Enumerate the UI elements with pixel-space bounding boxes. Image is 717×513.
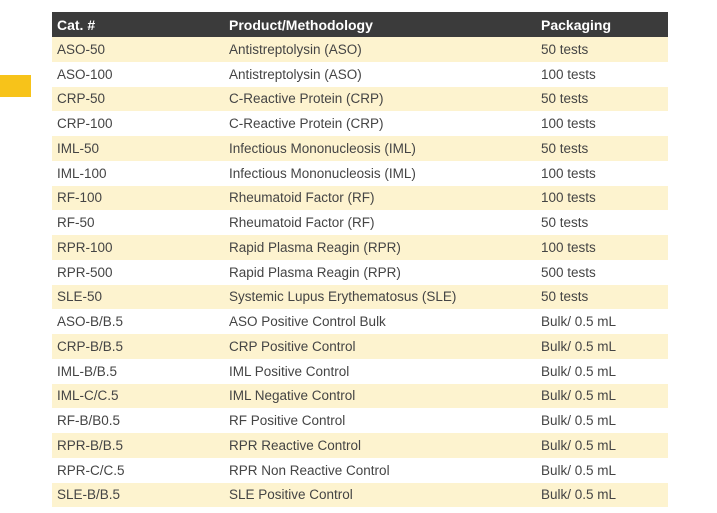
cell-cat: ASO-50	[52, 37, 224, 62]
cell-packaging: 50 tests	[536, 284, 668, 310]
cell-packaging: Bulk/ 0.5 mL	[536, 383, 668, 409]
cell-packaging: 50 tests	[536, 86, 668, 112]
cell-product: Infectious Mononucleosis (IML)	[224, 136, 536, 161]
cell-product: Antistreptolysin (ASO)	[224, 37, 536, 62]
table-row: RPR-C/C.5 RPR Non Reactive Control Bulk/ 0…	[52, 457, 668, 483]
cell-product: Rapid Plasma Reagin (RPR)	[224, 259, 536, 285]
cell-product: CRP Positive Control	[224, 334, 536, 359]
cell-packaging: 50 tests	[536, 37, 668, 62]
header-packaging: Packaging	[536, 12, 668, 37]
cell-product: Rapid Plasma Reagin (RPR)	[224, 235, 536, 260]
cell-product: Systemic Lupus Erythematosus (SLE)	[224, 284, 536, 310]
cell-cat: RPR-500	[52, 259, 224, 285]
table-row: RF-B/B0.5 RF Positive Control Bulk/ 0.5 mL	[52, 408, 668, 433]
table-row: CRP-100 C-Reactive Protein (CRP) 100 tests	[52, 111, 668, 136]
cell-product: ASO Positive Control Bulk	[224, 309, 536, 334]
cell-cat: RPR-B/B.5	[52, 433, 224, 458]
cell-packaging: Bulk/ 0.5 mL	[536, 457, 668, 483]
cell-cat: RPR-C/C.5	[52, 457, 224, 483]
cell-cat: RPR-100	[52, 235, 224, 260]
cell-packaging: Bulk/ 0.5 mL	[536, 309, 668, 334]
table-row: IML-50 Infectious Mononucleosis (IML) 50 t…	[52, 136, 668, 161]
cell-packaging: 100 tests	[536, 61, 668, 87]
table-row: ASO-100 Antistreptolysin (ASO) 100 tests	[52, 61, 668, 87]
accent-block	[0, 75, 31, 97]
cell-product: SLE Positive Control	[224, 482, 536, 508]
cell-cat: ASO-100	[52, 61, 224, 87]
table-row: CRP-B/B.5 CRP Positive Control Bulk/ 0.5 m…	[52, 334, 668, 359]
cell-product: C-Reactive Protein (CRP)	[224, 111, 536, 136]
cell-packaging: Bulk/ 0.5 mL	[536, 334, 668, 359]
table-row: IML-100 Infectious Mononucleosis (IML) 100…	[52, 160, 668, 186]
cell-product: Rheumatoid Factor (RF)	[224, 210, 536, 235]
cell-packaging: 100 tests	[536, 235, 668, 260]
cell-product: RPR Non Reactive Control	[224, 457, 536, 483]
product-table: Cat. # Product/Methodology Packaging ASO…	[52, 12, 668, 508]
cell-packaging: 50 tests	[536, 136, 668, 161]
cell-cat: CRP-B/B.5	[52, 334, 224, 359]
table-body: ASO-50 Antistreptolysin (ASO) 50 tests ASO-…	[52, 37, 668, 508]
table-row: IML-C/C.5 IML Negative Control Bulk/ 0.5 m…	[52, 383, 668, 409]
table-row: CRP-50 C-Reactive Protein (CRP) 50 tests	[52, 86, 668, 112]
cell-product: Antistreptolysin (ASO)	[224, 61, 536, 87]
cell-packaging: Bulk/ 0.5 mL	[536, 408, 668, 433]
cell-packaging: 100 tests	[536, 111, 668, 136]
cell-packaging: Bulk/ 0.5 mL	[536, 482, 668, 508]
header-cat: Cat. #	[52, 12, 224, 37]
cell-product: RF Positive Control	[224, 408, 536, 433]
cell-cat: IML-C/C.5	[52, 383, 224, 409]
table-row: IML-B/B.5 IML Positive Control Bulk/ 0.5 m…	[52, 358, 668, 384]
cell-product: IML Positive Control	[224, 358, 536, 384]
header-row: Cat. # Product/Methodology Packaging	[52, 12, 668, 37]
cell-cat: CRP-50	[52, 86, 224, 112]
cell-cat: SLE-B/B.5	[52, 482, 224, 508]
table-row: ASO-50 Antistreptolysin (ASO) 50 tests	[52, 37, 668, 62]
header-product: Product/Methodology	[224, 12, 536, 37]
cell-packaging: 500 tests	[536, 259, 668, 285]
table-row: SLE-B/B.5 SLE Positive Control Bulk/ 0.5 m…	[52, 482, 668, 508]
cell-product: IML Negative Control	[224, 383, 536, 409]
cell-cat: IML-50	[52, 136, 224, 161]
table-row: RF-50 Rheumatoid Factor (RF) 50 tests	[52, 210, 668, 235]
cell-cat: SLE-50	[52, 284, 224, 310]
cell-product: Rheumatoid Factor (RF)	[224, 185, 536, 211]
table-row: RPR-100 Rapid Plasma Reagin (RPR) 100 test…	[52, 235, 668, 260]
cell-cat: RF-B/B0.5	[52, 408, 224, 433]
cell-packaging: 100 tests	[536, 160, 668, 186]
cell-cat: RF-50	[52, 210, 224, 235]
table-row: RF-100 Rheumatoid Factor (RF) 100 tests	[52, 185, 668, 211]
table-row: SLE-50 Systemic Lupus Erythematosus (SLE)…	[52, 284, 668, 310]
cell-cat: RF-100	[52, 185, 224, 211]
cell-packaging: Bulk/ 0.5 mL	[536, 358, 668, 384]
cell-packaging: 50 tests	[536, 210, 668, 235]
table-row: RPR-500 Rapid Plasma Reagin (RPR) 500 test…	[52, 259, 668, 285]
cell-cat: ASO-B/B.5	[52, 309, 224, 334]
cell-packaging: 100 tests	[536, 185, 668, 211]
cell-product: RPR Reactive Control	[224, 433, 536, 458]
cell-cat: IML-100	[52, 160, 224, 186]
cell-product: Infectious Mononucleosis (IML)	[224, 160, 536, 186]
table-row: ASO-B/B.5 ASO Positive Control Bulk Bulk/ …	[52, 309, 668, 334]
product-table-container: Cat. # Product/Methodology Packaging ASO…	[52, 12, 668, 508]
cell-product: C-Reactive Protein (CRP)	[224, 86, 536, 112]
cell-packaging: Bulk/ 0.5 mL	[536, 433, 668, 458]
cell-cat: IML-B/B.5	[52, 358, 224, 384]
table-header: Cat. # Product/Methodology Packaging	[52, 12, 668, 37]
cell-cat: CRP-100	[52, 111, 224, 136]
table-row: RPR-B/B.5 RPR Reactive Control Bulk/ 0.5 m…	[52, 433, 668, 458]
